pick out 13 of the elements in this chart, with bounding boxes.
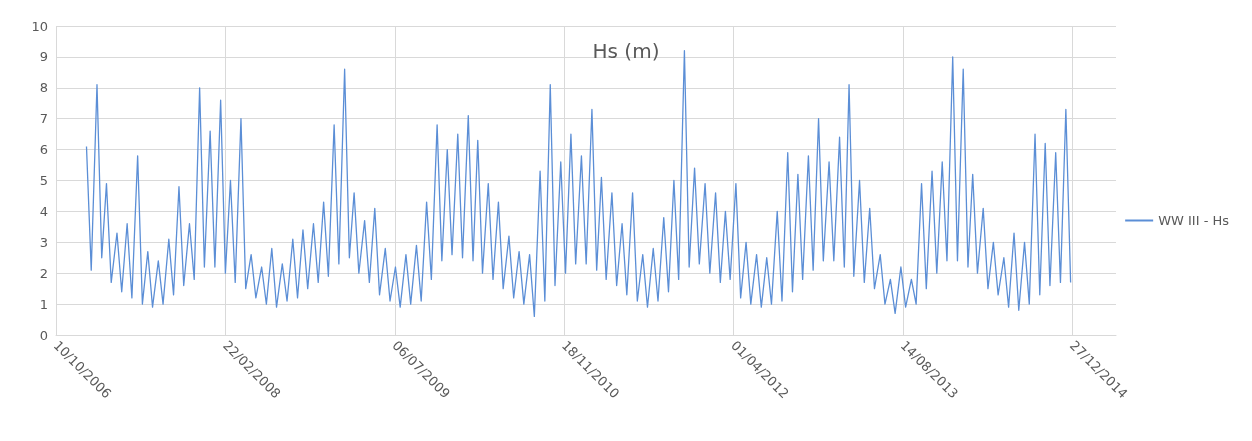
y-tick-label: 0 [39,327,48,343]
y-tick-label: 4 [39,203,48,219]
y-tick-label: 10 [31,18,48,34]
y-tick-label: 8 [39,80,48,96]
y-tick-label: 7 [39,111,48,127]
y-tick-label: 6 [39,142,48,158]
y-tick-label: 3 [39,234,48,250]
y-tick-label: 5 [39,173,48,188]
y-tick-label: 2 [39,265,48,281]
y-tick-label: 9 [39,49,48,65]
y-tick-label: 1 [39,296,48,312]
legend-label: WW III - Hs [1158,213,1230,228]
text: Hs (m) [592,39,660,63]
